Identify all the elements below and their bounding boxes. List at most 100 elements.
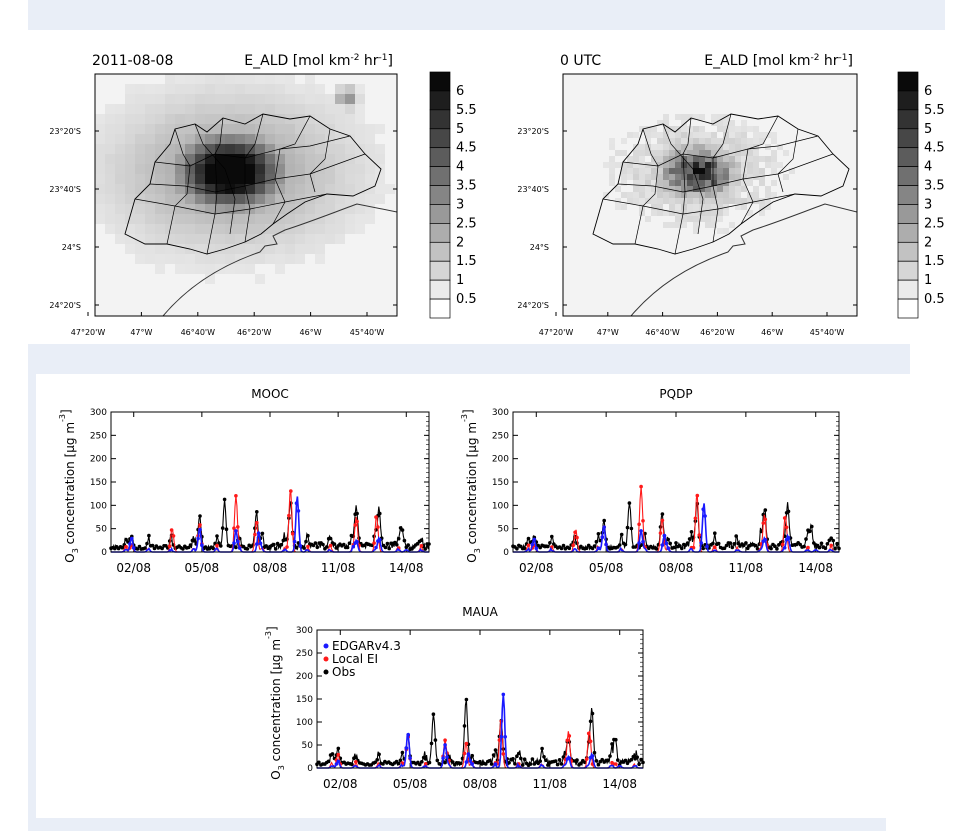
series-point-obs [198,514,202,518]
series-point-obs [804,537,808,541]
panel-title: PQDP [659,387,692,401]
series-point-obs [350,762,354,767]
series-point-obs [406,543,411,547]
series-point-obs [590,711,595,716]
series-point-edgarv4-3 [604,542,608,547]
colorbar-label: 5 [924,122,932,137]
colorbar-label: 3 [924,197,932,212]
legend-label: Obs [332,665,355,679]
series-point-obs [443,760,447,765]
region-border [712,113,732,243]
series-point-obs [557,758,562,762]
series-point-obs [775,547,779,551]
y-tick-label: 50 [302,741,314,751]
colorbar-box [429,147,451,167]
series-point-obs [302,546,306,550]
colorbar-label: 5.5 [924,103,945,118]
lon-tick-label: 46°20'W [237,328,272,337]
series-point-obs [629,757,634,762]
series-point-obs [160,546,164,551]
series-point-edgarv4-3 [198,527,202,532]
series-point-local-ei [780,542,785,547]
series-point-obs [224,527,229,531]
series-point-obs [313,541,318,545]
lon-tick-label: 47°20'W [71,328,106,337]
series-point-obs [619,532,624,537]
series-point-local-ei [354,760,358,764]
series-point-local-ei [695,493,700,498]
series-point-obs [668,541,672,546]
series-point-obs [470,753,475,758]
colorbar-box [429,260,451,281]
y-tick-label: 150 [90,478,107,488]
series-point-edgarv4-3 [200,543,204,547]
series-point-edgarv4-3 [493,762,498,766]
series-point-local-ei [584,757,589,761]
legend-marker [323,656,329,662]
colorbar-box [897,128,919,149]
series-point-edgarv4-3 [600,535,605,539]
series-point-local-ei [761,521,766,525]
coastline [630,203,857,316]
series-point-local-ei [586,731,591,736]
series-point-obs [345,545,350,550]
series-point-obs [431,712,436,716]
series-point-obs [137,544,142,549]
colorbar-box [429,298,451,319]
series-point-edgarv4-3 [596,546,601,550]
x-tick-label: 14/08 [389,561,424,575]
series-point-local-ei [169,528,174,532]
colorbar-label: 1.5 [924,254,945,269]
lat-tick-label: 24°S [62,243,81,252]
series-point-obs [418,762,422,767]
series-point-local-ei [565,738,570,743]
lon-tick-label: 47°20'W [539,328,574,337]
colorbar-box [429,241,451,262]
legend-label: Local EI [332,652,378,666]
series-point-obs [594,539,599,544]
colorbar-label: 2.5 [456,216,477,231]
series-point-edgarv4-3 [660,543,665,547]
series-point-obs [279,542,284,547]
series-point-local-ei [419,544,424,548]
x-tick-label: 11/08 [321,561,356,575]
lon-tick-label: 47°W [597,328,619,337]
series-point-obs [540,746,544,751]
series-point-local-ei [353,523,358,527]
series-point-edgarv4-3 [786,536,791,540]
map-panel-1: 2011-08-08 E_ALD [mol km-2 hr-1]23°20'S23… [49,53,476,337]
series-point-obs [730,545,735,550]
x-tick-label: 14/08 [798,561,833,575]
series-point-obs [526,536,531,541]
series-point-obs [522,546,527,551]
left-band [28,374,36,819]
series-point-obs [519,756,523,761]
y-axis-label: O3 concentration [µg m-3] [460,409,482,562]
series-point-obs [736,541,740,546]
series-point-obs [689,530,694,534]
y-tick-label: 150 [296,695,313,705]
series-point-obs [217,541,221,545]
series-point-obs [513,762,517,766]
series-point-obs [188,543,193,547]
series-point-local-ei [336,752,341,757]
series-point-obs [377,752,381,757]
series-point-obs [383,545,388,550]
series-point-obs [484,762,488,766]
series-point-edgarv4-3 [641,539,645,544]
series-point-edgarv4-3 [464,760,469,764]
series-point-obs [330,752,335,756]
series-point-obs [769,546,773,551]
lat-tick-label: 24°20'S [517,301,549,310]
series-line-local-ei [111,490,429,553]
series-point-obs [728,541,733,545]
series-point-local-ei [575,535,579,540]
series-point-obs [433,738,438,742]
lon-tick-label: 47°W [130,328,152,337]
series-point-obs [272,542,276,547]
series-point-obs [680,546,684,551]
colorbar-box [429,128,451,149]
plot-frame [316,629,644,769]
series-point-obs [493,748,498,752]
series-point-obs [423,547,428,551]
